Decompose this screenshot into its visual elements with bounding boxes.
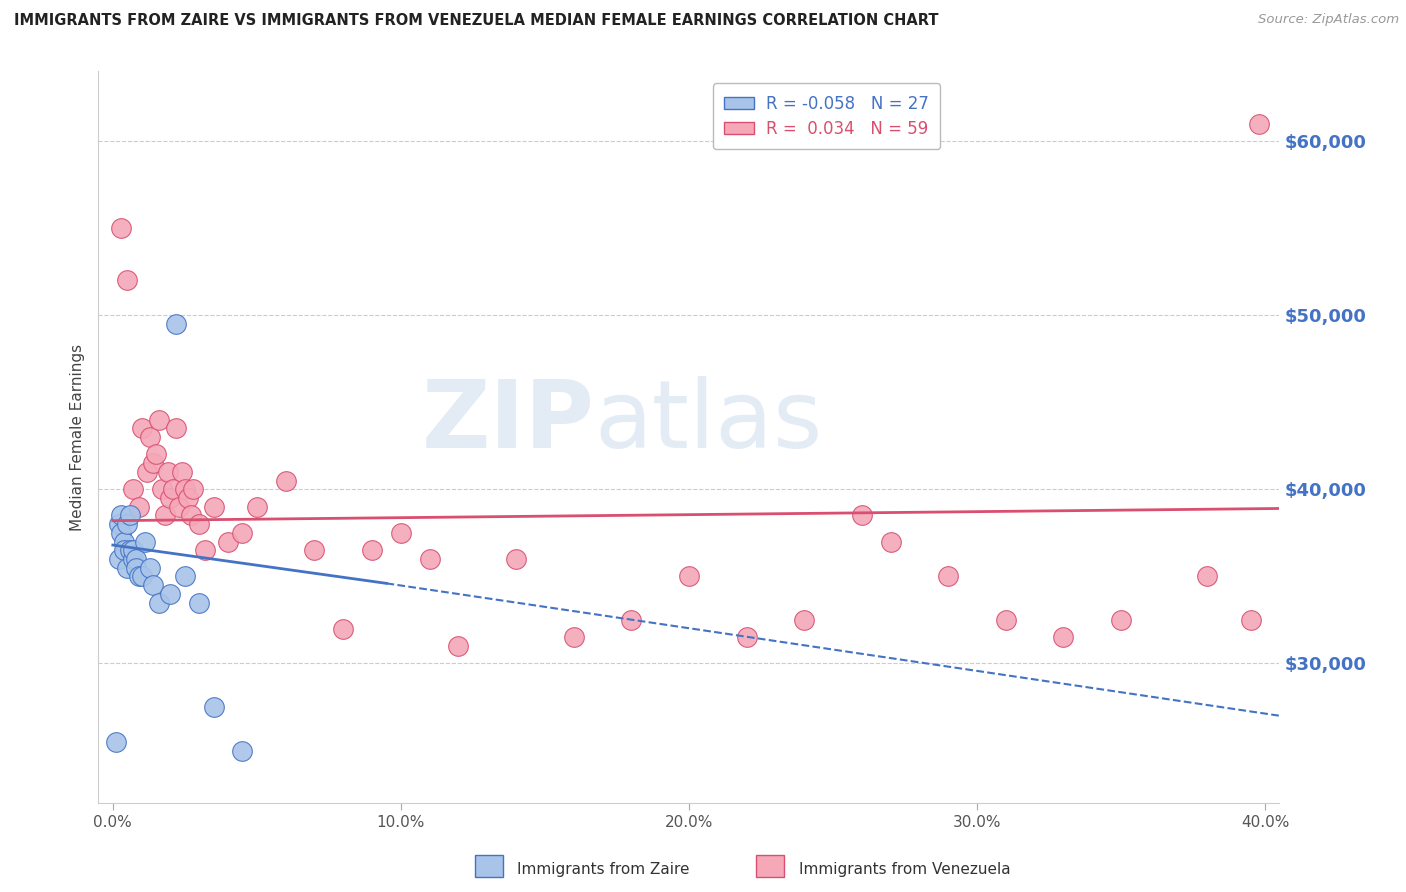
- Point: [936, 569, 959, 583]
- Point: [851, 508, 873, 523]
- Point: [183, 483, 205, 497]
- Point: [167, 500, 190, 514]
- Text: ZIP: ZIP: [422, 376, 595, 468]
- Point: [678, 569, 700, 583]
- Point: [217, 534, 239, 549]
- Point: [120, 508, 142, 523]
- Point: [134, 534, 156, 549]
- Point: [231, 743, 253, 757]
- Point: [122, 483, 145, 497]
- Point: [110, 525, 132, 540]
- Point: [994, 613, 1017, 627]
- Point: [1052, 631, 1074, 645]
- Point: [153, 508, 176, 523]
- Point: [150, 483, 173, 497]
- Point: [188, 595, 211, 609]
- Legend: R = -0.058   N = 27, R =  0.034   N = 59: R = -0.058 N = 27, R = 0.034 N = 59: [713, 83, 941, 149]
- Point: [162, 483, 184, 497]
- Point: [879, 534, 901, 549]
- Point: [120, 543, 142, 558]
- Point: [188, 517, 211, 532]
- Point: [505, 552, 527, 566]
- Point: [125, 552, 148, 566]
- Point: [131, 569, 153, 583]
- Text: Immigrants from Venezuela: Immigrants from Venezuela: [799, 863, 1011, 877]
- Point: [148, 595, 170, 609]
- Point: [142, 456, 165, 470]
- Text: atlas: atlas: [595, 376, 823, 468]
- Point: [148, 412, 170, 426]
- Point: [104, 735, 127, 749]
- Point: [180, 508, 202, 523]
- Point: [125, 560, 148, 574]
- Point: [142, 578, 165, 592]
- FancyBboxPatch shape: [756, 855, 785, 877]
- Point: [173, 569, 195, 583]
- Point: [1197, 569, 1219, 583]
- Point: [139, 430, 162, 444]
- Text: Immigrants from Zaire: Immigrants from Zaire: [517, 863, 690, 877]
- Y-axis label: Median Female Earnings: Median Female Earnings: [70, 343, 86, 531]
- Point: [447, 639, 470, 653]
- Point: [107, 517, 129, 532]
- Point: [107, 552, 129, 566]
- Text: Source: ZipAtlas.com: Source: ZipAtlas.com: [1258, 13, 1399, 27]
- Point: [194, 543, 217, 558]
- Point: [145, 448, 167, 462]
- Point: [156, 465, 179, 479]
- Point: [793, 613, 815, 627]
- Point: [110, 508, 132, 523]
- Point: [128, 569, 150, 583]
- Text: IMMIGRANTS FROM ZAIRE VS IMMIGRANTS FROM VENEZUELA MEDIAN FEMALE EARNINGS CORREL: IMMIGRANTS FROM ZAIRE VS IMMIGRANTS FROM…: [14, 13, 939, 29]
- Point: [620, 613, 643, 627]
- Point: [173, 483, 195, 497]
- Point: [170, 465, 193, 479]
- Point: [274, 474, 297, 488]
- Point: [159, 587, 181, 601]
- Point: [1240, 613, 1263, 627]
- Point: [1249, 117, 1271, 131]
- Point: [139, 560, 162, 574]
- Point: [1109, 613, 1132, 627]
- Point: [136, 465, 159, 479]
- Point: [112, 543, 135, 558]
- Point: [202, 500, 225, 514]
- FancyBboxPatch shape: [475, 855, 503, 877]
- Point: [165, 317, 187, 331]
- Point: [122, 543, 145, 558]
- Point: [122, 552, 145, 566]
- Point: [562, 631, 585, 645]
- Point: [361, 543, 384, 558]
- Point: [419, 552, 441, 566]
- Point: [110, 221, 132, 235]
- Point: [131, 421, 153, 435]
- Point: [165, 421, 187, 435]
- Point: [159, 491, 181, 505]
- Point: [246, 500, 269, 514]
- Point: [735, 631, 758, 645]
- Point: [389, 525, 412, 540]
- Point: [112, 534, 135, 549]
- Point: [332, 622, 354, 636]
- Point: [304, 543, 326, 558]
- Point: [128, 500, 150, 514]
- Point: [231, 525, 253, 540]
- Point: [115, 517, 138, 532]
- Point: [115, 560, 138, 574]
- Point: [177, 491, 200, 505]
- Point: [115, 273, 138, 287]
- Point: [202, 700, 225, 714]
